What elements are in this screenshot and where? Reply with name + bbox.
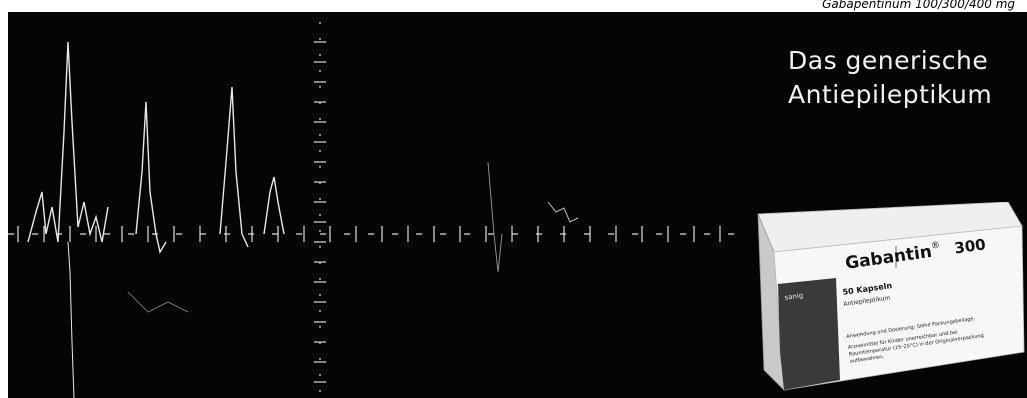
headline-line-1: Das generische bbox=[788, 46, 989, 75]
vertical-axis-ticks bbox=[314, 41, 326, 383]
headline: Das generische Antiepileptikum bbox=[788, 44, 992, 112]
brand-dose: 300 bbox=[953, 235, 987, 258]
horizontal-axis-ticks bbox=[17, 226, 721, 242]
product-box-shape bbox=[757, 202, 1025, 392]
product-box: Gabantin® 300 50 Kapseln Antiepileptikum … bbox=[754, 202, 1026, 392]
drug-caption: Gabapentinum 100/300/400 mg bbox=[822, 0, 1015, 11]
eeg-panel: Das generische Antiepileptikum Gabantin®… bbox=[8, 12, 1027, 398]
registered-mark: ® bbox=[930, 240, 941, 252]
signal-spikes bbox=[27, 41, 579, 398]
headline-line-2: Antiepileptikum bbox=[788, 80, 993, 109]
eeg-trace-graphic bbox=[8, 22, 748, 398]
